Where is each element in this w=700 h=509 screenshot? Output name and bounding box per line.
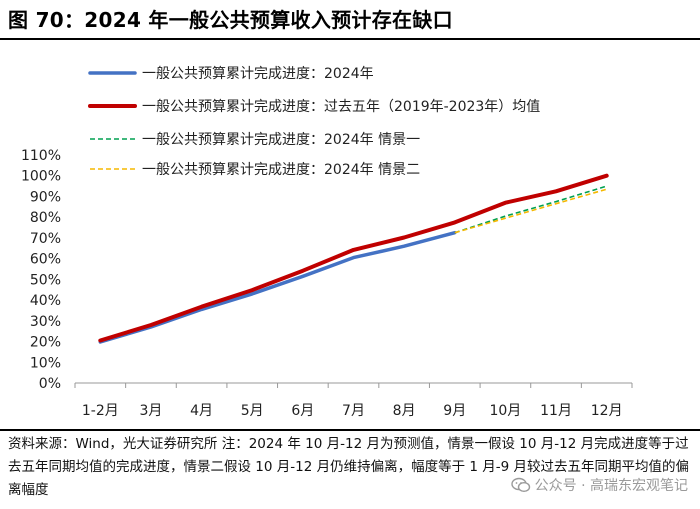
x-tick-label: 3月 xyxy=(139,403,162,419)
y-tick-label: 90% xyxy=(30,189,61,205)
y-tick-label: 50% xyxy=(30,272,61,288)
y-tick-label: 10% xyxy=(30,355,61,371)
y-tick-label: 80% xyxy=(30,210,61,226)
chart-title: 图 70：2024 年一般公共预算收入预计存在缺口 xyxy=(8,8,453,32)
wechat-icon xyxy=(510,477,530,493)
legend-label-4: 一般公共预算累计完成进度：2024年 情景二 xyxy=(142,162,420,178)
line-chart: 一般公共预算累计完成进度：2024年一般公共预算累计完成进度：过去五年（2019… xyxy=(21,66,633,419)
y-tick-label: 0% xyxy=(39,376,61,392)
series-lines xyxy=(98,173,609,344)
series-line-2 xyxy=(98,173,609,343)
source-divider xyxy=(0,429,700,431)
legend-label-1: 一般公共预算累计完成进度：2024年 xyxy=(142,66,374,82)
x-tick-label: 11月 xyxy=(540,403,572,419)
legend-label-3: 一般公共预算累计完成进度：2024年 情景一 xyxy=(142,132,420,148)
y-tick-label: 110% xyxy=(21,148,61,164)
y-tick-label: 70% xyxy=(30,231,61,247)
watermark: 公众号 · 高瑞东宏观笔记 xyxy=(510,475,688,495)
x-tick-label: 1-2月 xyxy=(82,403,119,419)
x-tick-label: 10月 xyxy=(489,403,521,419)
x-tick-label: 12月 xyxy=(591,403,623,419)
y-tick-label: 40% xyxy=(30,293,61,309)
y-tick-label: 30% xyxy=(30,314,61,330)
x-tick-label: 9月 xyxy=(443,403,466,419)
source-note: 资料来源：Wind，光大证券研究所 注：2024 年 10 月-12 月为预测值… xyxy=(8,436,690,498)
watermark-text: 公众号 · 高瑞东宏观笔记 xyxy=(534,478,688,494)
x-tick-label: 4月 xyxy=(190,403,213,419)
series-line-4 xyxy=(454,188,607,234)
x-tick-label: 8月 xyxy=(393,403,416,419)
legend-label-2: 一般公共预算累计完成进度：过去五年（2019年-2023年）均值 xyxy=(142,99,540,115)
title-divider xyxy=(0,38,700,40)
y-tick-label: 20% xyxy=(30,335,61,351)
x-tick-label: 7月 xyxy=(342,403,365,419)
x-tick-label: 6月 xyxy=(291,403,314,419)
legend: 一般公共预算累计完成进度：2024年一般公共预算累计完成进度：过去五年（2019… xyxy=(88,66,540,178)
y-tick-label: 100% xyxy=(21,169,61,185)
x-tick-label: 5月 xyxy=(241,403,264,419)
axes: 0% 10% 20% 30% 40% 50% 60% 70% 80% 90% 100% 110% 1-2… xyxy=(21,148,633,419)
series-line-3 xyxy=(454,185,607,234)
y-tick-label: 60% xyxy=(30,252,61,268)
